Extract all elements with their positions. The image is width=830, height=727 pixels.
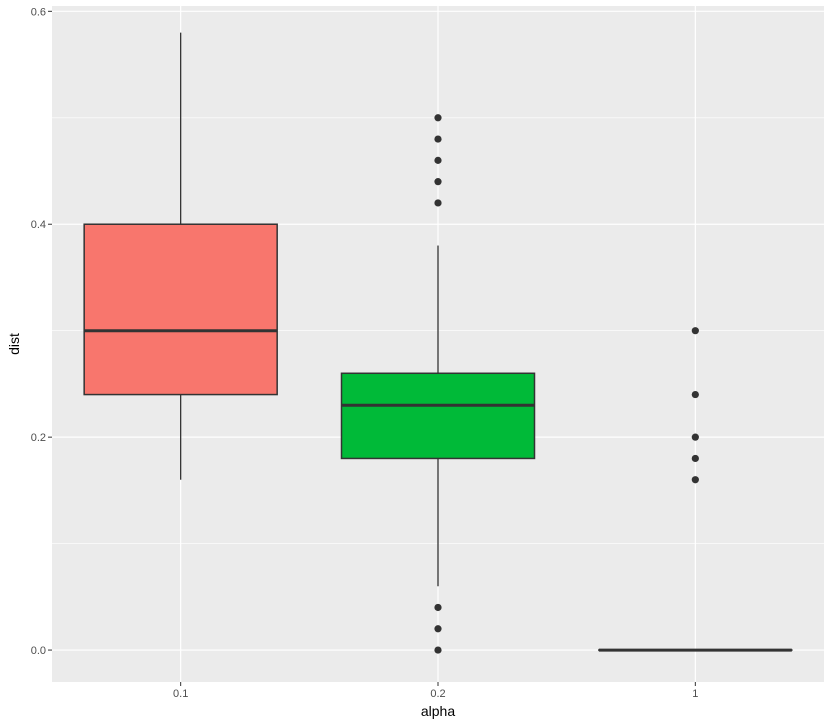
y-tick-label: 0.2	[31, 432, 46, 444]
y-axis-title: dist	[6, 333, 22, 355]
outlier-point	[434, 135, 442, 143]
box-body	[83, 223, 278, 396]
outlier-point	[434, 603, 442, 612]
x-axis: 0.1 0.2 1	[173, 682, 698, 700]
outlier-point	[434, 646, 442, 654]
outlier-point	[691, 433, 699, 441]
outlier-point	[434, 199, 442, 207]
y-tick-label: 0.4	[31, 219, 46, 231]
y-axis: 0.0 0.2 0.4 0.6	[31, 6, 52, 657]
box-group-0.1	[83, 32, 278, 480]
x-tick-label: 0.1	[173, 688, 188, 700]
x-tick-label: 1	[692, 688, 698, 700]
box-group-0.2	[340, 114, 536, 654]
x-tick-label: 0.2	[430, 688, 445, 700]
box-body	[340, 372, 536, 460]
outlier-point	[434, 156, 442, 164]
outlier-point	[691, 454, 699, 463]
y-tick-label: 0.6	[31, 6, 46, 18]
x-axis-title: alpha	[421, 703, 455, 719]
box-group-1	[598, 327, 793, 652]
outlier-point	[691, 327, 699, 335]
box-series	[83, 32, 793, 654]
outlier-point	[434, 178, 442, 186]
outlier-point	[434, 114, 442, 122]
outlier-point	[434, 625, 442, 633]
outlier-point	[691, 476, 699, 484]
y-tick-label: 0.0	[31, 645, 46, 657]
outlier-point	[691, 390, 699, 399]
